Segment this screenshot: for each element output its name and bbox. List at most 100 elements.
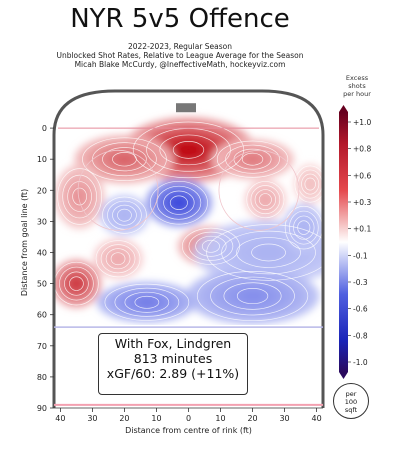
contour-13-2 [288, 210, 319, 245]
contour-11-2 [210, 276, 295, 316]
contour-11-3 [223, 282, 282, 310]
x-tick-label-4: 0 [186, 414, 191, 423]
contour-8-3 [64, 271, 89, 296]
y-axis-label: Distance from goal line (ft) [20, 189, 29, 296]
contour-1-3 [102, 147, 147, 172]
colorbar-label-2: +0.6 [353, 171, 371, 180]
y-tick-label-9: 90 [37, 404, 47, 413]
y-tick-label-4: 40 [37, 249, 47, 258]
contour-6-3 [163, 190, 195, 215]
y-tick-label-8: 80 [37, 373, 47, 382]
heat-blob-2-level-4 [244, 155, 261, 164]
heat-blob-9-level-4 [113, 254, 124, 263]
y-tick-label-3: 30 [37, 217, 47, 226]
contour-0-4 [172, 141, 205, 159]
x-tick-label-1: 30 [87, 414, 97, 423]
contour-14-1 [102, 196, 147, 234]
contour-10-2 [221, 230, 316, 275]
contour-4-1 [246, 181, 285, 219]
y-tick-label-7: 70 [37, 342, 47, 351]
colorbar-label-5: -0.1 [353, 251, 368, 260]
colorbar-label-4: +0.1 [353, 225, 371, 234]
colorbar-title-line-3: per hour [343, 90, 371, 98]
contour-5-3 [301, 173, 320, 195]
colorbar-label-7: -0.6 [353, 305, 368, 314]
x-axis-label: Distance from centre of rink (ft) [125, 426, 252, 435]
rink-outline [52, 89, 325, 408]
contour-10-4 [251, 243, 286, 262]
y-tick-label-2: 20 [37, 186, 47, 195]
x-tick-label-5: 10 [215, 414, 225, 423]
contour-8-4 [69, 276, 84, 291]
x-tick-label-3: 10 [151, 414, 161, 423]
heat-blob-8-level-4 [71, 278, 82, 289]
unit-line-2: 100 [344, 398, 358, 406]
x-tick-label-7: 30 [279, 414, 289, 423]
colorbar-title-line-1: Excess [345, 74, 369, 82]
colorbar-title-line-2: shots [348, 82, 366, 90]
contour-2-4 [241, 152, 264, 166]
contour-12-2 [114, 287, 180, 317]
contour-3-4 [72, 187, 87, 206]
rink-boards [52, 89, 325, 408]
annotation-minutes: 813 minutes [133, 351, 213, 366]
contour-14-4 [117, 208, 132, 222]
colorbar: +1.0 +0.8 +0.6 +0.3 +0.1 -0.1 -0.3 -0.6 -0.8 -1.0 [339, 105, 371, 379]
colorbar-bottom-arrow [339, 372, 348, 379]
subtitle-line-3: Micah Blake McCurdy, @IneffectiveMath, h… [74, 60, 286, 69]
x-tick-label-8: 40 [312, 414, 322, 423]
heat-blob-1-level-4 [114, 154, 135, 165]
x-tick-label-0: 40 [55, 414, 65, 423]
y-tick-label-6: 60 [37, 311, 47, 320]
contour-2-2 [225, 144, 280, 174]
colorbar-gradient [339, 112, 348, 372]
unit-line-3: sqft [344, 406, 358, 414]
contour-0-1 [132, 121, 245, 179]
contour-1-1 [82, 137, 167, 181]
colorbar-label-3: +0.3 [353, 198, 371, 207]
contour-9-2 [100, 244, 136, 274]
y-tick-label-5: 50 [37, 280, 47, 289]
subtitle-line-2: Unblocked Shot Rates, Relative to League… [56, 51, 304, 60]
colorbar-top-arrow [339, 105, 348, 112]
contour-3-2 [62, 174, 97, 219]
heat-blob-0-level-4 [175, 143, 202, 157]
subtitle-line-1: 2022-2023, Regular Season [127, 42, 233, 51]
colorbar-label-8: -0.8 [353, 331, 368, 340]
heat-blob-4-level-4 [261, 195, 270, 204]
contour-6-2 [156, 185, 202, 220]
y-tick-label-0: 0 [42, 124, 47, 133]
axes: 0 10 20 30 40 50 60 70 80 90 40 30 20 10 0 10 20 30 40 Dist… [20, 124, 323, 435]
contour-12-1 [104, 283, 190, 321]
contour-9-3 [105, 248, 131, 270]
contour-7-2 [188, 231, 234, 261]
contour-2-1 [216, 140, 289, 178]
heat-blob-6-level-4 [172, 197, 186, 208]
unit-line-1: per [345, 390, 357, 398]
chart-title: NYR 5v5 Offence [70, 4, 290, 34]
contour-12-4 [134, 295, 160, 309]
colorbar-label-6: -0.3 [353, 278, 368, 287]
contour-3-3 [67, 181, 92, 212]
contour-13-3 [293, 215, 315, 240]
heat-blob-5-level-4 [306, 180, 314, 189]
heat-blob-12-level-4 [136, 298, 157, 307]
contour-9-4 [110, 252, 126, 266]
annotation-xgf: xGF/60: 2.89 (+11%) [106, 366, 240, 381]
goal-net [176, 103, 196, 113]
contour-6-1 [149, 180, 208, 225]
colorbar-label-0: +1.0 [353, 118, 371, 127]
contour-7-3 [195, 235, 227, 257]
heat-blob-14-level-4 [119, 211, 130, 220]
contour-6-4 [169, 195, 188, 210]
contour-8-2 [59, 266, 94, 301]
heat-blob-10-level-4 [253, 246, 284, 259]
contour-11-1 [196, 271, 309, 322]
contour-4-4 [258, 193, 272, 207]
heat-blob-13-level-4 [299, 222, 308, 233]
contour-14-3 [112, 204, 137, 226]
y-tick-label-1: 10 [37, 155, 47, 164]
contour-12-3 [124, 291, 170, 313]
contour-3-1 [57, 168, 102, 225]
